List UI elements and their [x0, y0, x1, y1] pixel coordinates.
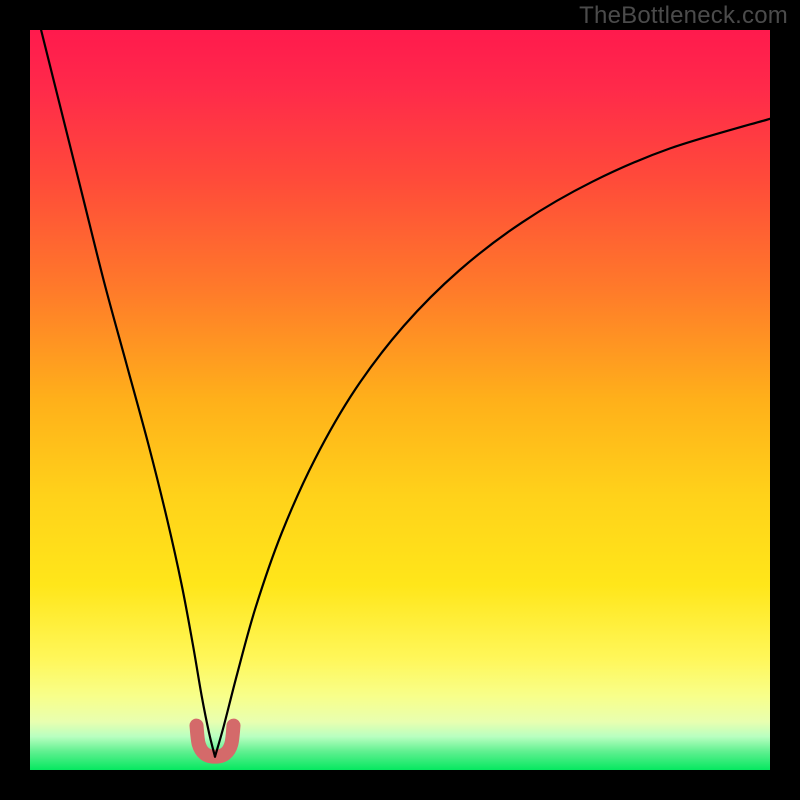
- bottleneck-chart: [0, 0, 800, 800]
- plot-background: [30, 30, 770, 770]
- chart-container: TheBottleneck.com: [0, 0, 800, 800]
- source-watermark: TheBottleneck.com: [579, 2, 788, 30]
